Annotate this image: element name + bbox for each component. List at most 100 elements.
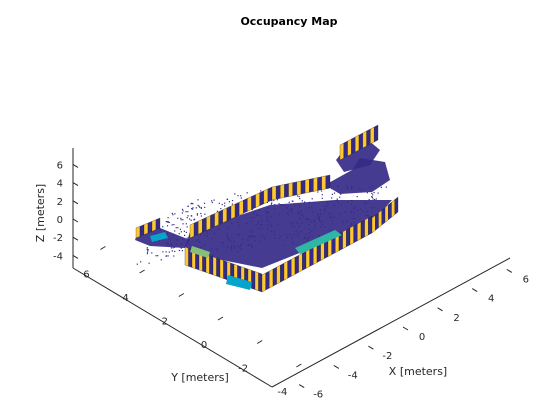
floor-point [214,232,216,234]
floor-point [299,198,301,200]
floor-point [174,250,176,252]
floor-point [233,245,235,247]
floor-point [197,238,199,240]
wall-voxel [135,226,141,239]
y-tick-mark [139,269,145,274]
x-tick-mark [506,268,513,273]
floor-point [276,224,278,226]
floor-point [306,239,308,241]
floor-point [181,208,184,210]
wall-voxel [298,253,303,273]
floor-point [212,254,214,256]
floor-point [297,211,299,214]
x-tick-label: 4 [488,294,494,305]
floor-point [204,206,206,208]
floor-point [170,243,172,245]
floor-point [329,212,331,214]
z-tick-mark [72,254,79,259]
floor-point [224,202,226,204]
floor-point [256,213,258,215]
floor-point [192,203,194,205]
floor-point [267,207,269,209]
floor-point [188,244,190,246]
floor-point [190,203,192,205]
floor-point [181,212,183,214]
wall-voxel [283,260,288,281]
floor-point [318,235,320,237]
floor-point [216,210,218,212]
floor-point [346,187,349,189]
floor-point [350,188,352,190]
wall-voxel [259,190,264,206]
floor-point [166,232,169,235]
floor-point [296,233,299,235]
wall-voxel [300,179,306,195]
floor-point [226,233,228,235]
floor-point [191,202,193,204]
y-tick-mark [100,246,106,250]
floor-point [286,207,288,209]
floor-point [308,224,310,226]
x-tick-label: 2 [453,313,459,324]
wall-voxel [209,255,214,276]
floor-point [227,246,229,248]
wall-voxel [275,185,281,200]
wall-voxel [226,205,232,222]
floor-point [331,200,333,202]
floor-point [206,230,208,232]
floor-point [172,214,174,216]
wall-voxel [287,259,292,279]
wall-voxel [214,211,219,227]
floor-point [230,249,233,251]
x-axis-line [271,257,511,388]
floor-point [228,239,230,241]
floor-point [154,241,156,243]
floor-point [266,216,268,218]
wall-voxel [212,256,217,277]
floor-point [165,251,167,253]
floor-point [197,199,199,201]
floor-point [351,210,353,212]
floor-point [250,231,252,233]
floor-point [227,238,229,240]
floor-point [317,215,319,217]
floor-point [291,209,293,211]
wall-voxel [280,184,285,199]
floor-point [267,211,269,213]
floor-point [307,218,309,221]
floor-point [373,192,375,194]
floor-point [237,251,239,253]
floor-point [254,240,256,242]
wall-voxel [239,200,244,216]
floor-point [321,197,323,199]
floor-point [354,222,356,224]
z-tick-label: 6 [57,160,63,171]
floor-point [231,203,233,205]
floor-point [186,217,188,219]
floor-point [196,213,198,215]
floor-point [240,245,242,247]
floor-point [302,215,304,217]
floor-point [193,219,195,221]
floor-point [247,244,249,246]
floor-point [146,253,148,255]
floor-point [293,222,295,224]
floor-point [231,247,233,249]
floor-point [320,226,322,228]
floor-point [372,198,374,200]
floor-point [349,226,351,228]
wall-voxel [353,223,358,244]
floor-point [385,186,387,188]
floor-point [319,209,322,211]
floor-point [308,228,310,230]
floor-point [184,234,186,236]
floor-point [222,242,224,244]
floor-point [257,221,259,223]
floor-point [238,233,240,235]
floor-point [356,196,358,198]
floor-point [253,235,255,238]
floor-point [331,223,334,225]
floor-point [231,245,233,247]
floor-point [285,234,287,236]
floor-point [320,221,322,223]
